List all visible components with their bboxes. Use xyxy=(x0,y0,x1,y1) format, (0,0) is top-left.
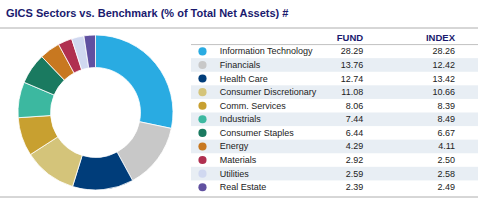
value-label: 12.74 xyxy=(341,74,364,84)
value-label: 28.29 xyxy=(341,46,364,56)
legend-label: Utilities xyxy=(220,169,250,179)
legend-label: Information Technology xyxy=(220,46,313,56)
legend-table: FUND INDEX Information Technology 28.29 28.2… xyxy=(191,32,478,192)
header-rule xyxy=(191,44,478,45)
legend-swatch xyxy=(198,129,206,137)
legend-swatch xyxy=(198,88,206,96)
legend-swatch xyxy=(198,115,206,123)
wedge xyxy=(84,35,96,68)
value-label: 13.76 xyxy=(341,60,364,70)
legend-label: Consumer Discretionary xyxy=(220,87,317,97)
value-label: 13.42 xyxy=(433,74,456,84)
chart: GICS Sectors vs. Benchmark (% of Total N… xyxy=(0,0,478,202)
value-label: 2.50 xyxy=(438,155,456,165)
legend-swatch xyxy=(198,74,206,82)
column-header: FUND xyxy=(337,32,364,43)
row-band xyxy=(191,167,478,181)
value-label: 8.49 xyxy=(438,114,456,124)
legend-label: Materials xyxy=(220,155,257,165)
legend-swatch xyxy=(198,61,206,69)
wedge xyxy=(18,116,58,155)
legend-label: Real Estate xyxy=(220,182,267,192)
value-label: 12.42 xyxy=(433,60,456,70)
value-label: 11.08 xyxy=(341,87,363,97)
row-band xyxy=(191,113,478,127)
value-label: 8.06 xyxy=(346,101,364,111)
value-label: 4.29 xyxy=(346,141,364,151)
value-label: 4.11 xyxy=(438,141,455,151)
legend-label: Energy xyxy=(220,141,249,151)
value-label: 2.39 xyxy=(346,182,364,192)
bottom-rule xyxy=(0,197,478,198)
value-label: 28.26 xyxy=(433,46,456,56)
legend-swatch xyxy=(198,183,206,191)
legend-swatch xyxy=(198,170,206,178)
legend-label: Consumer Staples xyxy=(220,128,295,138)
legend-swatch xyxy=(198,142,206,150)
legend-swatch xyxy=(198,156,206,164)
title-rule xyxy=(0,28,478,29)
legend-label: Comm. Services xyxy=(220,101,287,111)
value-label: 6.67 xyxy=(438,128,456,138)
row-band xyxy=(191,140,478,154)
legend-label: Industrials xyxy=(220,114,262,124)
value-label: 2.59 xyxy=(346,169,364,179)
value-label: 8.39 xyxy=(438,101,456,111)
value-label: 2.92 xyxy=(346,155,364,165)
legend-label: Financials xyxy=(220,60,261,70)
legend-swatch xyxy=(198,102,206,110)
wedge xyxy=(96,35,174,128)
legend-label: Health Care xyxy=(220,74,268,84)
value-label: 6.44 xyxy=(346,128,364,138)
column-header: INDEX xyxy=(426,32,456,43)
value-label: 2.49 xyxy=(438,182,456,192)
donut xyxy=(18,35,173,190)
value-label: 7.44 xyxy=(346,114,364,124)
title: GICS Sectors vs. Benchmark (% of Total N… xyxy=(6,7,288,19)
value-label: 10.66 xyxy=(433,87,456,97)
row-band xyxy=(191,58,478,72)
row-band xyxy=(191,85,478,99)
legend-swatch xyxy=(198,47,206,55)
value-label: 2.58 xyxy=(438,169,456,179)
